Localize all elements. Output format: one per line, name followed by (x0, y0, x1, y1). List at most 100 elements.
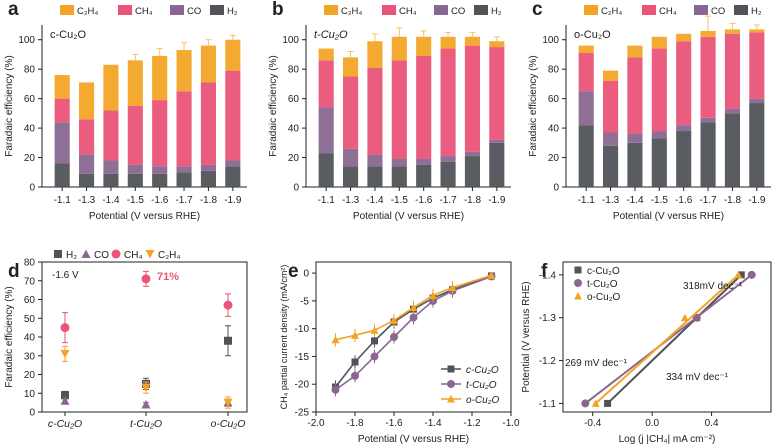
bar-segment-co (700, 117, 716, 123)
bar-segment-ch4 (103, 110, 119, 161)
panel-letter-a: a (8, 0, 19, 20)
legend-label-h2: H₂ (491, 6, 502, 17)
legend-swatch-c2h4 (324, 5, 338, 15)
bar-segment-h2 (103, 173, 119, 187)
legend-label-co: CO (94, 250, 109, 261)
bar-segment-c2h4 (749, 29, 765, 33)
bar-segment-h2 (440, 161, 456, 187)
x-axis-title: Potential (V versus RHE) (89, 211, 200, 222)
bar-segment-c2h4 (578, 45, 594, 53)
y-tick-label: 40 (288, 124, 300, 135)
point-c2h4 (223, 398, 233, 408)
y-tick-label: -15 (295, 352, 310, 363)
panel-title: t-Cu₂O (314, 29, 348, 41)
x-tick-label: -1.3 (78, 195, 96, 206)
x-tick-label: -1.8 (724, 195, 742, 206)
y-tick-label: 20 (548, 153, 560, 164)
legend-marker-co (81, 249, 91, 258)
bar-segment-h2 (152, 173, 168, 187)
bar-segment-co (127, 164, 143, 174)
y-tick-label: 30 (24, 351, 36, 362)
x-tick-label: -1.6 (675, 195, 693, 206)
bar-segment-c2h4 (54, 75, 70, 99)
panel-letter-d: d (8, 261, 20, 282)
bar-segment-c2h4 (200, 45, 216, 83)
y-tick-label: 20 (24, 153, 36, 164)
y-tick-label: 0 (553, 183, 559, 194)
bar-segment-ch4 (343, 76, 359, 149)
legend-swatch-co (694, 5, 708, 15)
x-tick-label: 0.4 (705, 418, 719, 429)
point-o-cu2o (448, 283, 457, 292)
bar-segment-h2 (127, 173, 143, 187)
y-tick-label: 70 (24, 276, 36, 287)
annotation-slope: 318mV dec⁻¹ (683, 281, 743, 292)
point-t-cu2o (331, 385, 340, 394)
bar-segment-co (200, 164, 216, 171)
bar-segment-h2 (489, 142, 505, 187)
bar-segment-co (318, 107, 334, 154)
x-tick-label: -1.3 (602, 195, 620, 206)
y-axis-title: Faradaic efficiency (%) (4, 286, 15, 388)
bar-segment-h2 (724, 113, 740, 187)
x-tick-label: -1.6 (415, 195, 433, 206)
bar-segment-co (416, 159, 432, 165)
bar-segment-c2h4 (676, 33, 692, 42)
y-tick-label: 20 (288, 153, 300, 164)
bar-segment-co (676, 125, 692, 132)
y-tick-label: 60 (24, 94, 36, 105)
legend-label-h2: H₂ (66, 250, 77, 261)
fit-line-o-cu2o (595, 274, 739, 405)
bar-segment-ch4 (603, 80, 619, 133)
bar-segment-h2 (79, 173, 95, 187)
panel-title: c-Cu₂O (50, 29, 86, 41)
bar-segment-h2 (700, 122, 716, 187)
plot-frame (315, 261, 512, 413)
series-line-o-cu2o (335, 274, 492, 341)
legend-label-o-cu2o: o-Cu₂O (466, 395, 499, 406)
point-h2 (61, 391, 69, 400)
legend-label-co: CO (187, 6, 201, 17)
y-tick-label: 0 (293, 183, 299, 194)
x-tick-label: 0.0 (645, 418, 659, 429)
legend-marker-ch4 (111, 249, 121, 259)
bar-segment-co (225, 160, 241, 167)
x-tick-label: -1.5 (127, 195, 145, 206)
y-tick-label: 60 (548, 94, 560, 105)
x-tick-label: -1.4 (102, 195, 120, 206)
legend-swatch-h2 (734, 5, 748, 15)
point-o-cu2o (409, 303, 418, 312)
bar-segment-co (343, 148, 359, 167)
bar-segment-h2 (651, 138, 667, 187)
legend-marker-h2 (54, 250, 62, 258)
x-tick-label: -1.1 (318, 195, 336, 206)
bar-segment-c2h4 (603, 70, 619, 81)
legend-swatch-h2 (474, 5, 488, 15)
x-axis-title: Potential (V versus RHE) (358, 434, 469, 445)
legend-swatch-co (434, 5, 448, 15)
y-tick-label: 80 (548, 65, 560, 76)
annotation-highlight: 71% (157, 271, 179, 283)
x-tick-label: -1.4 (366, 195, 384, 206)
bar-segment-c2h4 (440, 36, 456, 49)
point-o-cu2o (487, 271, 496, 279)
bar-segment-h2 (391, 166, 407, 187)
bar-segment-co (651, 131, 667, 139)
x-tick-label: -1.7 (699, 195, 717, 206)
legend-label-c2h4: C₂H₄ (341, 6, 362, 17)
bar-segment-co (367, 154, 383, 167)
y-tick-label: 0 (303, 269, 309, 280)
legend-label-ch4: CH₄ (399, 6, 417, 17)
bar-segment-c2h4 (700, 30, 716, 37)
bar-segment-co (54, 122, 70, 164)
y-tick-label: -5 (300, 296, 309, 307)
bar-segment-c2h4 (391, 36, 407, 61)
x-axis-title: Potential (V versus RHE) (613, 211, 724, 222)
y-tick-label: -1.1 (539, 399, 557, 410)
bar-segment-c2h4 (651, 36, 667, 49)
legend-swatch-ch4 (382, 5, 396, 15)
bar-segment-ch4 (152, 100, 168, 167)
bar-segment-ch4 (440, 48, 456, 157)
legend-label-h2: H₂ (751, 6, 762, 17)
x-tick-label: -1.8 (346, 418, 364, 429)
